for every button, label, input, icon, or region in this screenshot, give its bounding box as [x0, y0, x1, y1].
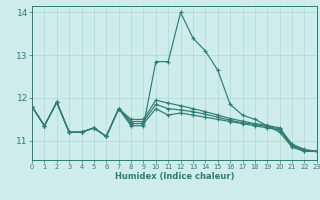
X-axis label: Humidex (Indice chaleur): Humidex (Indice chaleur)	[115, 172, 234, 181]
